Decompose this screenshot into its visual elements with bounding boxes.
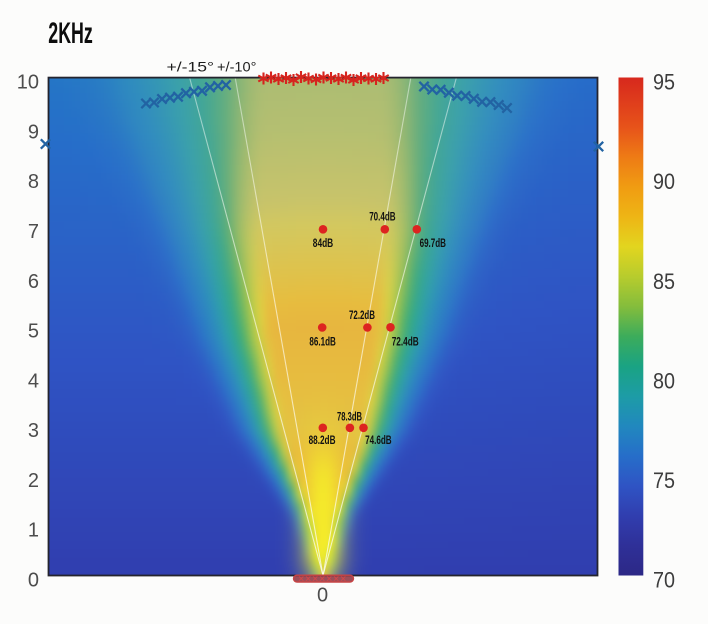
svg-text:2KHz: 2KHz xyxy=(48,17,93,50)
svg-text:80: 80 xyxy=(653,368,675,393)
svg-text:95: 95 xyxy=(653,70,675,95)
svg-text:72.4dB: 72.4dB xyxy=(392,335,419,349)
svg-text:75: 75 xyxy=(653,468,675,493)
svg-text:74.6dB: 74.6dB xyxy=(365,433,392,447)
svg-text:72.2dB: 72.2dB xyxy=(349,308,375,322)
svg-text:88.2dB: 88.2dB xyxy=(309,433,336,447)
svg-text:9: 9 xyxy=(28,121,39,143)
svg-text:5: 5 xyxy=(28,321,39,343)
svg-text:0: 0 xyxy=(317,585,328,607)
svg-text:4: 4 xyxy=(28,370,39,392)
svg-text:85: 85 xyxy=(653,269,675,294)
svg-text:0: 0 xyxy=(28,570,39,592)
svg-text:+/-10°: +/-10° xyxy=(217,59,257,75)
svg-text:78.3dB: 78.3dB xyxy=(337,409,362,423)
svg-text:86.1dB: 86.1dB xyxy=(309,335,336,349)
svg-text:7: 7 xyxy=(28,221,39,243)
svg-text:1: 1 xyxy=(28,520,39,542)
svg-text:90: 90 xyxy=(653,169,675,194)
svg-text:69.7dB: 69.7dB xyxy=(420,236,447,250)
svg-text:3: 3 xyxy=(28,420,39,442)
svg-text:6: 6 xyxy=(28,271,39,293)
svg-text:10: 10 xyxy=(17,72,39,94)
svg-text:70.4dB: 70.4dB xyxy=(369,209,396,223)
svg-text:8: 8 xyxy=(28,171,39,193)
svg-text:70: 70 xyxy=(653,568,675,593)
svg-text:84dB: 84dB xyxy=(313,236,334,250)
svg-text:2: 2 xyxy=(28,470,39,492)
svg-text:+/-15°: +/-15° xyxy=(167,59,215,75)
